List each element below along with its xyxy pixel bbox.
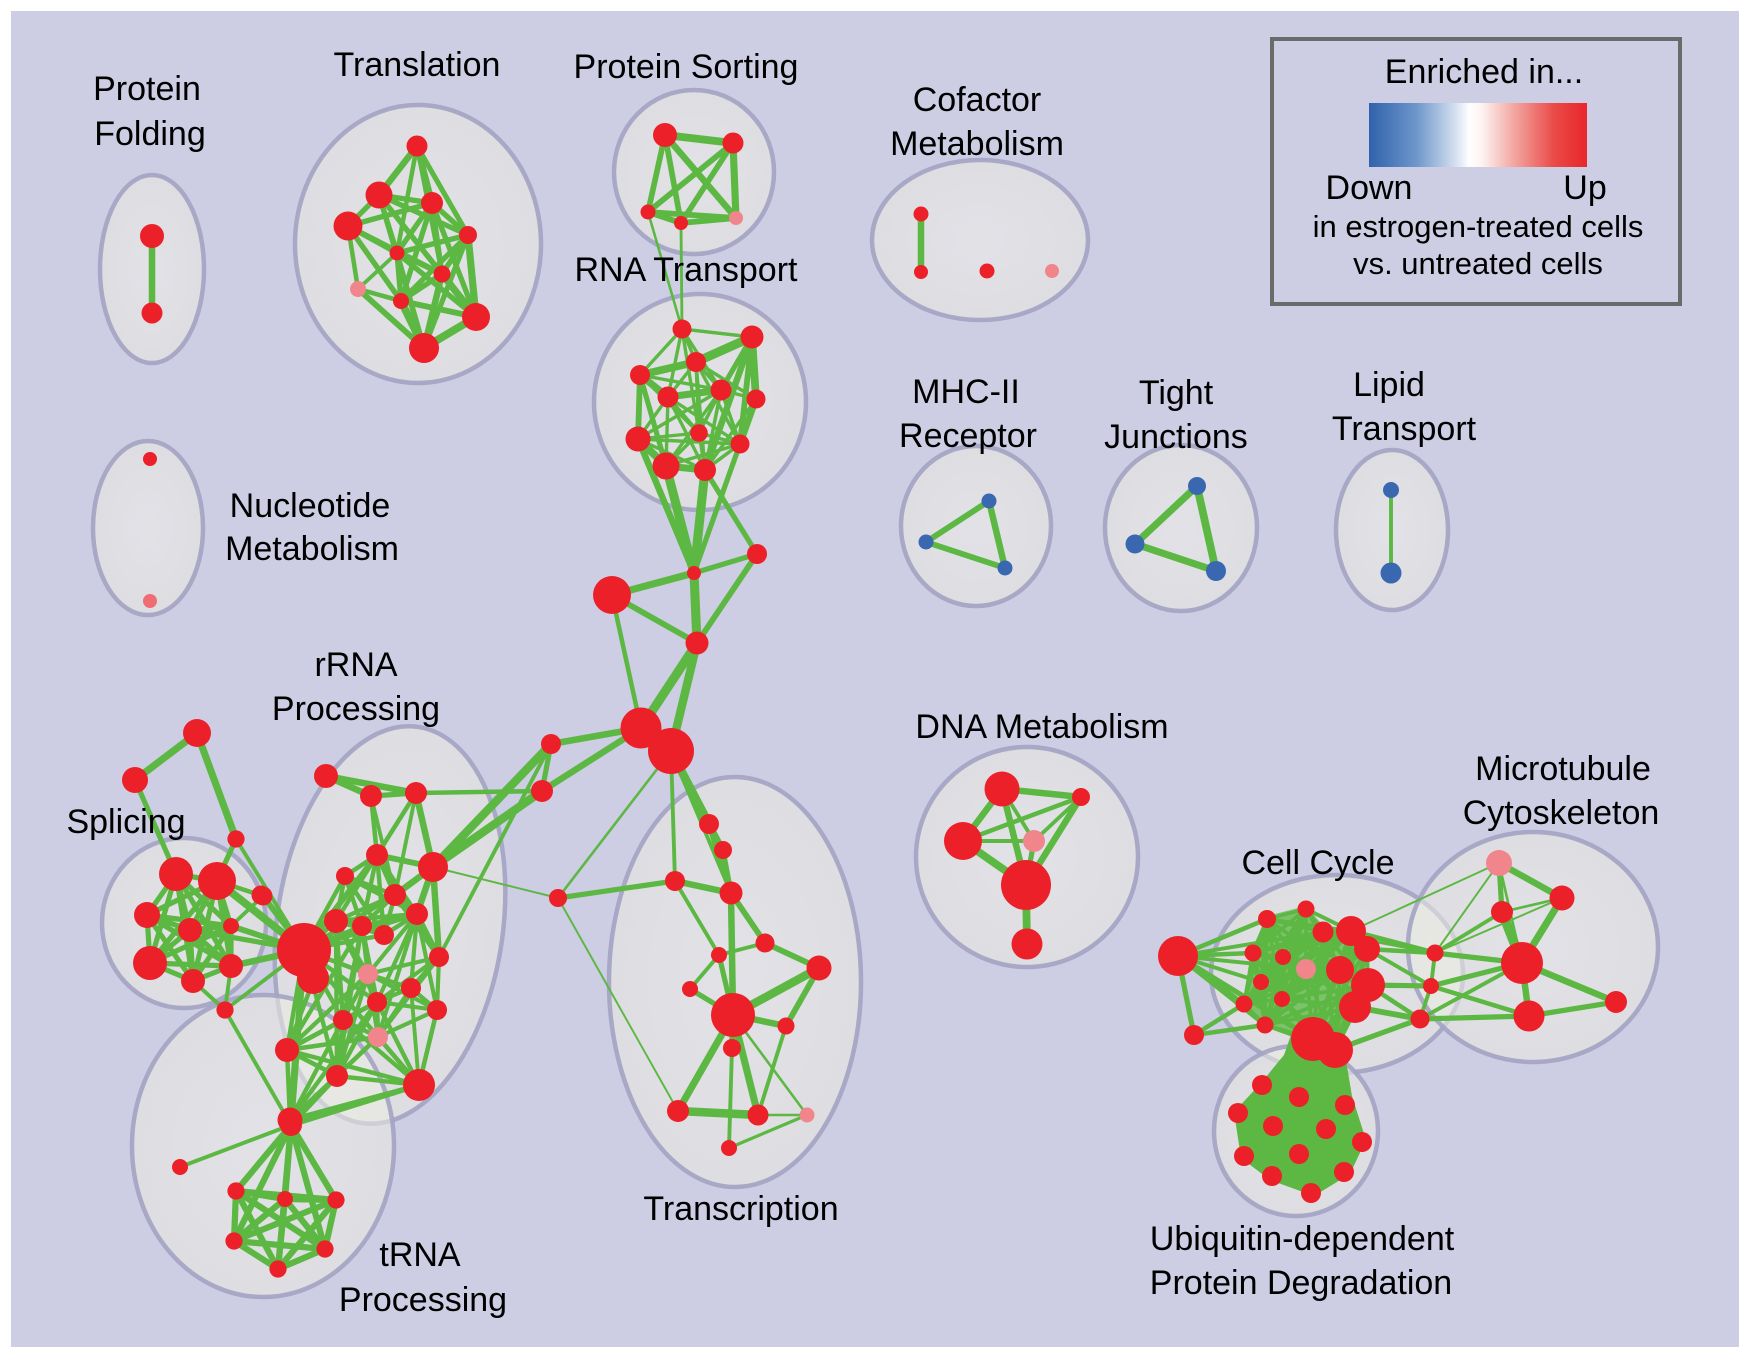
svg-text:Folding: Folding: [94, 115, 206, 153]
svg-text:tRNA: tRNA: [379, 1236, 461, 1274]
svg-text:Protein Sorting: Protein Sorting: [574, 48, 799, 86]
svg-text:Tight: Tight: [1139, 374, 1214, 412]
svg-text:Ubiquitin-dependent: Ubiquitin-dependent: [1150, 1220, 1455, 1258]
svg-text:Down: Down: [1326, 169, 1413, 207]
svg-text:Up: Up: [1563, 169, 1606, 207]
svg-text:Protein Degradation: Protein Degradation: [1150, 1264, 1452, 1302]
svg-text:Protein: Protein: [93, 70, 201, 108]
svg-text:Splicing: Splicing: [66, 803, 185, 841]
svg-text:Processing: Processing: [272, 690, 440, 728]
svg-text:in estrogen-treated cells: in estrogen-treated cells: [1313, 209, 1644, 244]
svg-text:Metabolism: Metabolism: [890, 125, 1064, 163]
svg-text:rRNA: rRNA: [314, 646, 397, 684]
svg-text:Junctions: Junctions: [1104, 418, 1248, 456]
svg-text:DNA Metabolism: DNA Metabolism: [915, 708, 1168, 746]
svg-text:Transport: Transport: [1332, 410, 1477, 448]
svg-text:Receptor: Receptor: [899, 417, 1037, 455]
svg-text:Transcription: Transcription: [643, 1190, 838, 1228]
svg-text:Enriched in...: Enriched in...: [1385, 53, 1583, 91]
svg-text:Cell Cycle: Cell Cycle: [1241, 844, 1394, 882]
svg-text:Translation: Translation: [334, 46, 501, 84]
svg-text:MHC-II: MHC-II: [912, 373, 1020, 411]
svg-text:vs. untreated cells: vs. untreated cells: [1353, 246, 1603, 281]
svg-text:Processing: Processing: [339, 1281, 507, 1319]
svg-text:RNA Transport: RNA Transport: [575, 251, 799, 289]
svg-text:Microtubule: Microtubule: [1475, 750, 1651, 788]
svg-text:Cofactor: Cofactor: [913, 81, 1042, 119]
svg-text:Metabolism: Metabolism: [225, 530, 399, 568]
svg-text:Nucleotide: Nucleotide: [230, 487, 391, 525]
svg-text:Lipid: Lipid: [1353, 366, 1425, 404]
svg-text:Cytoskeleton: Cytoskeleton: [1463, 794, 1660, 832]
